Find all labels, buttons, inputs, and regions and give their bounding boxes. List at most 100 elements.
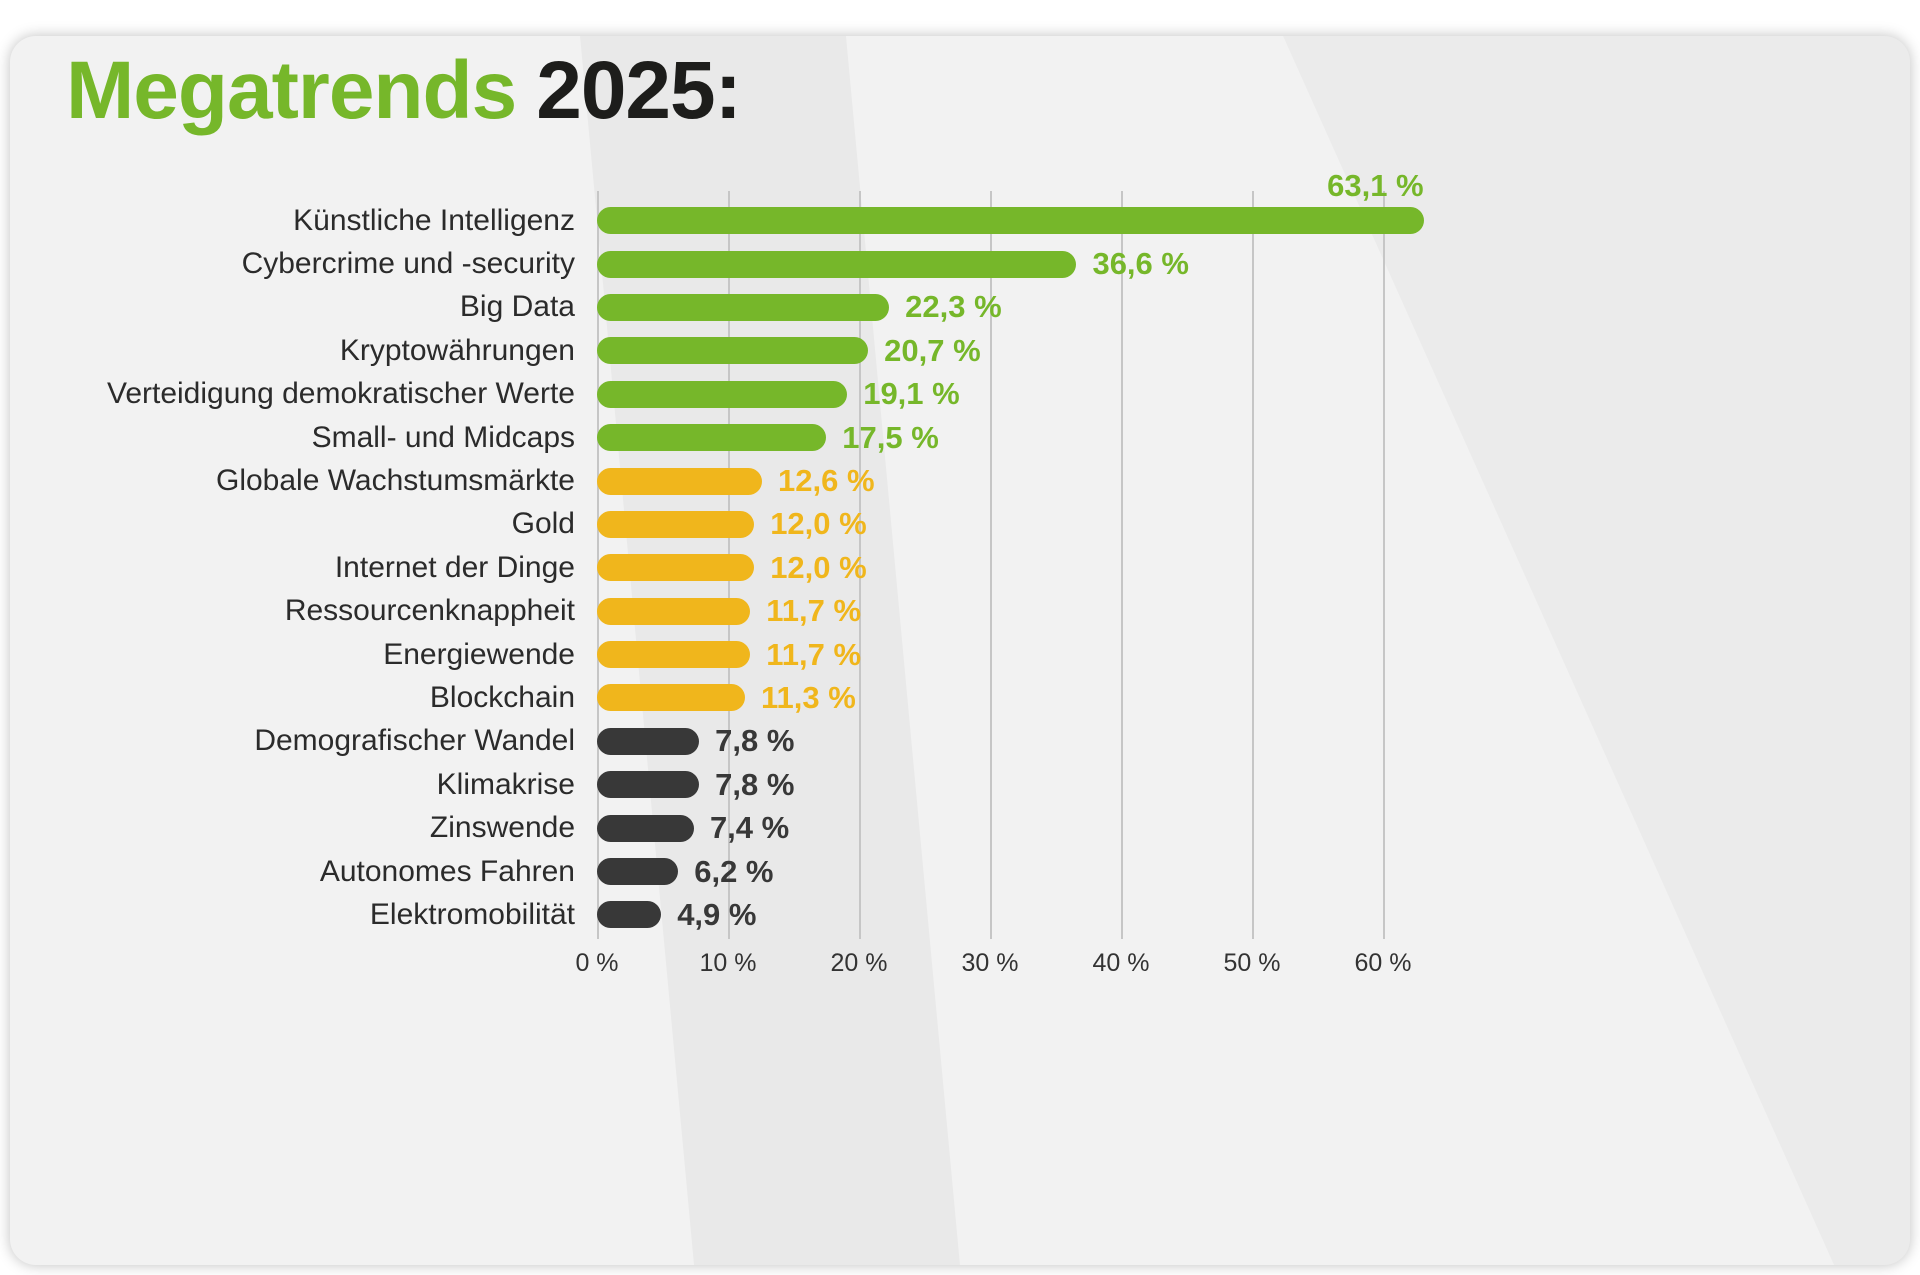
value-label: 7,4 % xyxy=(709,810,790,846)
table-row: Gold 12,0 % xyxy=(10,503,1910,546)
gridline xyxy=(1252,191,1254,939)
table-row: Elektromobilität 4,9 % xyxy=(10,893,1910,936)
bar-cell: 11,7 % xyxy=(597,593,1910,629)
rows: Künstliche Intelligenz 63,1 % Cybercrime u… xyxy=(10,168,1910,937)
table-row: Blockchain 11,3 % xyxy=(10,676,1910,719)
bar xyxy=(597,250,1077,278)
infographic-card: Megatrends 2025: Künstliche Intelligenz 63… xyxy=(10,36,1910,1265)
value-label: 17,5 % xyxy=(842,419,939,455)
category-label: Energiewende xyxy=(383,637,575,671)
bar xyxy=(597,901,662,929)
plot-area: Künstliche Intelligenz 63,1 % Cybercrime u… xyxy=(10,168,1910,939)
value-label: 36,6 % xyxy=(1092,246,1189,282)
category-label: Klimakrise xyxy=(436,767,575,801)
bar-cell: 4,9 % xyxy=(597,897,1910,933)
category-label: Cybercrime und -security xyxy=(241,247,575,281)
category-label: Elektromobilität xyxy=(369,897,575,931)
bar-chart: Künstliche Intelligenz 63,1 % Cybercrime u… xyxy=(10,168,1910,997)
category-label: Internet der Dinge xyxy=(334,550,575,584)
bar xyxy=(597,424,827,452)
x-tick-label: 0 % xyxy=(575,948,619,977)
bar-cell: 17,5 % xyxy=(597,420,1910,456)
table-row: Demografischer Wandel 7,8 % xyxy=(10,720,1910,763)
x-tick-label: 30 % xyxy=(961,948,1019,977)
bar-cell: 22,3 % xyxy=(597,289,1910,325)
bar xyxy=(597,684,746,712)
bar xyxy=(597,858,679,886)
category-label: Gold xyxy=(511,507,575,541)
bar xyxy=(597,467,763,495)
category-label: Demografischer Wandel xyxy=(254,724,575,758)
value-label: 6,2 % xyxy=(694,853,774,889)
x-tick-label: 50 % xyxy=(1223,948,1281,977)
table-row: Globale Wachstumsmärkte 12,6 % xyxy=(10,459,1910,502)
table-row: Cybercrime und -security 36,6 % xyxy=(10,242,1910,285)
category-label: Kryptowährungen xyxy=(339,333,575,367)
x-axis: 0 % 10 % 20 % 30 % 40 % 50 % 60 % xyxy=(575,937,1910,997)
value-label: 11,7 % xyxy=(766,636,862,672)
bar-cell: 63,1 % xyxy=(597,168,1910,235)
table-row: Kryptowährungen 20,7 % xyxy=(10,329,1910,372)
x-tick-label: 10 % xyxy=(699,948,757,977)
x-tick-label: 40 % xyxy=(1092,948,1150,977)
bar-cell: 7,8 % xyxy=(597,723,1910,759)
category-label: Künstliche Intelligenz xyxy=(293,203,575,237)
bar xyxy=(597,771,700,799)
category-label: Autonomes Fahren xyxy=(319,854,575,888)
title-highlight: Megatrends xyxy=(66,45,517,136)
category-label: Verteidigung demokratischer Werte xyxy=(106,377,575,411)
value-label: 11,7 % xyxy=(766,593,862,629)
value-label: 4,9 % xyxy=(677,896,757,932)
table-row: Energiewende 11,7 % xyxy=(10,633,1910,676)
bar xyxy=(597,337,869,365)
title-rest: 2025: xyxy=(536,45,742,136)
value-label: 19,1 % xyxy=(863,376,960,412)
bar-cell: 6,2 % xyxy=(597,854,1910,890)
category-label: Globale Wachstumsmärkte xyxy=(215,464,575,498)
category-label: Blockchain xyxy=(429,680,575,714)
table-row: Zinswende 7,4 % xyxy=(10,806,1910,849)
bar-cell: 12,0 % xyxy=(597,550,1910,586)
value-label: 7,8 % xyxy=(715,766,795,802)
table-row: Internet der Dinge 12,0 % xyxy=(10,546,1910,589)
value-label: 20,7 % xyxy=(884,332,981,368)
gridline xyxy=(1121,191,1123,939)
x-tick-label: 20 % xyxy=(830,948,888,977)
value-label: 12,6 % xyxy=(778,463,875,499)
table-row: Big Data 22,3 % xyxy=(10,286,1910,329)
bar-cell: 11,7 % xyxy=(597,637,1910,673)
x-tick-label: 60 % xyxy=(1354,948,1412,977)
category-label: Zinswende xyxy=(429,811,575,845)
table-row: Verteidigung demokratischer Werte 19,1 % xyxy=(10,373,1910,416)
bar-cell: 12,6 % xyxy=(597,463,1910,499)
bar-cell: 19,1 % xyxy=(597,376,1910,412)
table-row: Small- und Midcaps 17,5 % xyxy=(10,416,1910,459)
category-label: Small- und Midcaps xyxy=(311,420,575,454)
bar-cell: 11,3 % xyxy=(597,680,1910,716)
bar-cell: 12,0 % xyxy=(597,506,1910,542)
table-row: Autonomes Fahren 6,2 % xyxy=(10,850,1910,893)
value-label: 63,1 % xyxy=(1327,168,1424,204)
value-label: 12,0 % xyxy=(770,506,867,542)
bar xyxy=(597,727,700,755)
bar xyxy=(597,597,751,625)
gridline xyxy=(859,191,861,939)
table-row: Ressourcenknappheit 11,7 % xyxy=(10,590,1910,633)
table-row: Klimakrise 7,8 % xyxy=(10,763,1910,806)
bar xyxy=(597,380,848,408)
bar xyxy=(597,641,751,669)
table-row: Künstliche Intelligenz 63,1 % xyxy=(10,168,1910,242)
bar xyxy=(597,814,694,842)
bar xyxy=(597,510,755,538)
category-label: Big Data xyxy=(459,290,575,324)
bar xyxy=(597,554,755,582)
value-label: 12,0 % xyxy=(770,549,867,585)
value-label: 7,8 % xyxy=(715,723,795,759)
bar-cell: 7,4 % xyxy=(597,810,1910,846)
bar-cell: 7,8 % xyxy=(597,767,1910,803)
gridline xyxy=(990,191,992,939)
category-label: Ressourcenknappheit xyxy=(284,594,575,628)
gridline xyxy=(1383,191,1385,939)
bar-cell: 36,6 % xyxy=(597,246,1910,282)
value-label: 22,3 % xyxy=(905,289,1002,325)
